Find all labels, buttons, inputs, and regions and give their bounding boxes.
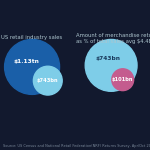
Text: $743bn: $743bn xyxy=(37,78,59,83)
Text: Amount of merchandise returned
as % of total sales avg $4.4B: Amount of merchandise returned as % of t… xyxy=(76,33,150,44)
Text: $101bn: $101bn xyxy=(112,77,134,82)
Text: $1.13tn: $1.13tn xyxy=(14,59,40,64)
Circle shape xyxy=(112,69,134,91)
Text: $743bn: $743bn xyxy=(95,56,120,61)
Text: US retail industry sales: US retail industry sales xyxy=(1,35,62,40)
Circle shape xyxy=(5,39,60,94)
Circle shape xyxy=(33,66,62,95)
Text: Source: US Census and National Retail Federation(NRF) Returns Survey, Apr/Oct 20: Source: US Census and National Retail Fe… xyxy=(3,144,150,148)
Circle shape xyxy=(85,39,137,91)
